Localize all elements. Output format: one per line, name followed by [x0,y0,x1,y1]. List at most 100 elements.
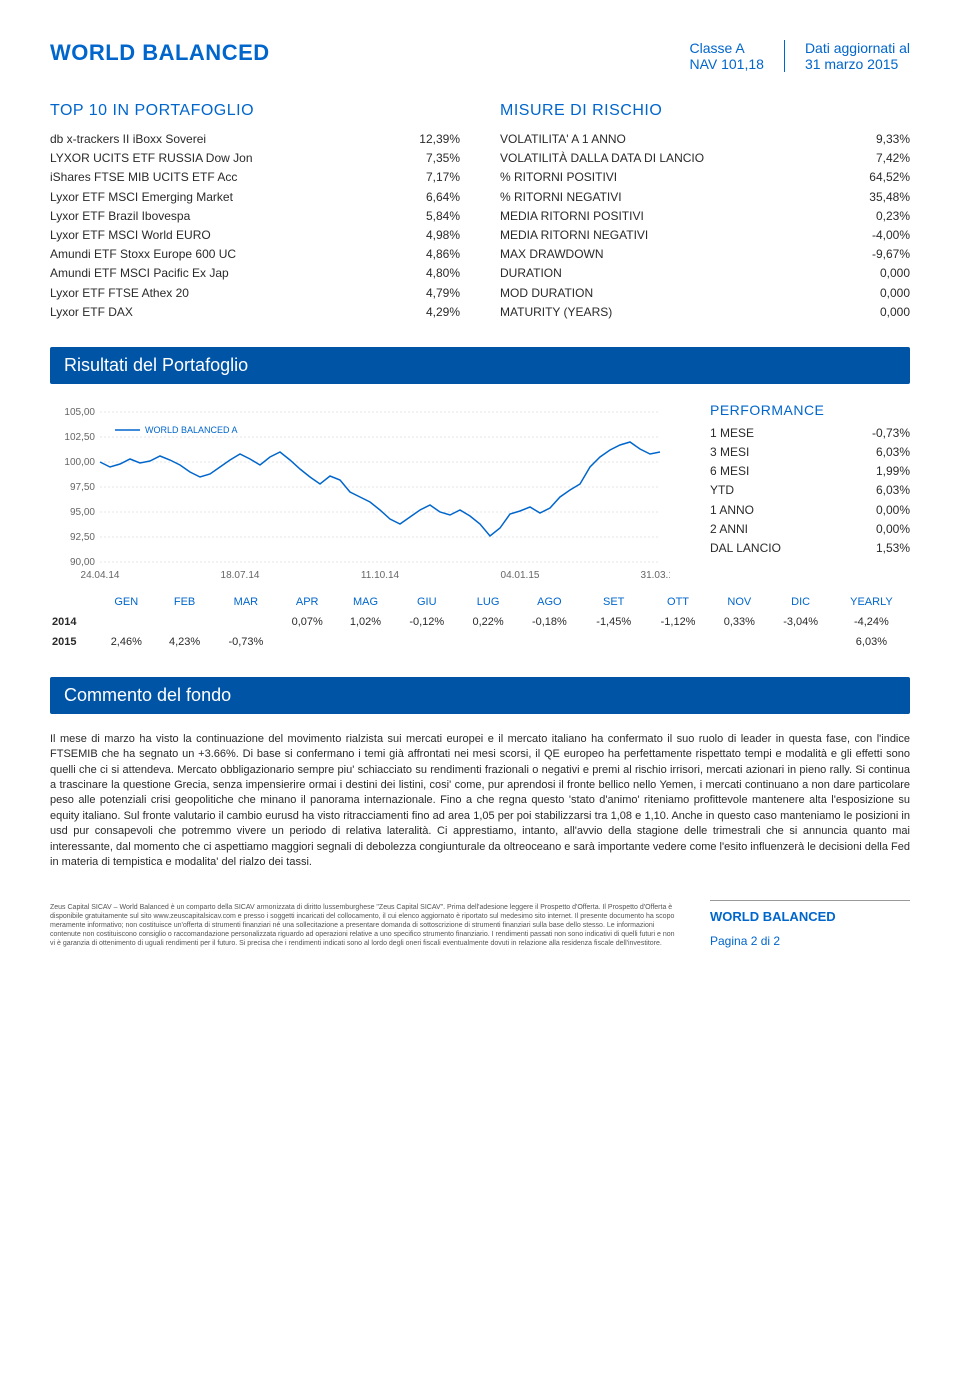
top10-value: 4,86% [426,245,460,264]
performance-value: 1,53% [876,539,910,558]
performance-name: YTD [710,481,734,500]
monthly-header: GIU [395,592,459,612]
chart-area: 105,00102,50100,0097,5095,0092,5090,0024… [50,402,680,582]
monthly-row: 20140,07%1,02%-0,12%0,22%-0,18%-1,45%-1,… [50,612,910,632]
svg-text:18.07.14: 18.07.14 [221,570,260,581]
monthly-cell [214,612,278,632]
rischio-row: MEDIA RITORNI POSITIVI0,23% [500,207,910,226]
rischio-value: 9,33% [876,130,910,149]
performance-title: PERFORMANCE [710,402,910,418]
disclaimer: Zeus Capital SICAV – World Balanced è un… [50,903,680,948]
performance-row: DAL LANCIO1,53% [710,539,910,558]
monthly-cell: 0,22% [459,612,517,632]
top10-row: Lyxor ETF Brazil Ibovespa5,84% [50,207,460,226]
monthly-cell: -1,45% [582,612,646,632]
top10-value: 4,29% [426,303,460,322]
monthly-header: SET [582,592,646,612]
monthly-header: LUG [459,592,517,612]
rischio-row: VOLATILITÀ DALLA DATA DI LANCIO7,42% [500,149,910,168]
rischio-name: VOLATILITA' A 1 ANNO [500,130,626,149]
top10-value: 4,98% [426,226,460,245]
rischio-name: MAX DRAWDOWN [500,245,604,264]
monthly-cell: -4,24% [833,612,910,632]
monthly-cell: 2,46% [97,632,155,652]
top10-name: Lyxor ETF MSCI Emerging Market [50,188,233,207]
monthly-header: NOV [710,592,768,612]
commento-banner: Commento del fondo [50,677,910,714]
rischio-row: MATURITY (YEARS)0,000 [500,303,910,322]
monthly-row: 20152,46%4,23%-0,73%6,03% [50,632,910,652]
top10-row: Lyxor ETF MSCI Emerging Market6,64% [50,188,460,207]
rischio-row: MEDIA RITORNI NEGATIVI -4,00% [500,226,910,245]
rischio-name: % RITORNI NEGATIVI [500,188,622,207]
footer-title: WORLD BALANCED [710,909,910,924]
monthly-cell [646,632,710,652]
top10-value: 7,35% [426,149,460,168]
monthly-cell: -1,12% [646,612,710,632]
performance-name: 3 MESI [710,443,749,462]
rischio-name: % RITORNI POSITIVI [500,168,617,187]
top10-row: Amundi ETF Stoxx Europe 600 UC 4,86% [50,245,460,264]
line-chart: 105,00102,50100,0097,5095,0092,5090,0024… [50,402,670,582]
performance-name: 1 ANNO [710,501,754,520]
rischio-row: MAX DRAWDOWN-9,67% [500,245,910,264]
monthly-cell: -0,12% [395,612,459,632]
performance-row: 6 MESI 1,99% [710,462,910,481]
performance-row: 3 MESI6,03% [710,443,910,462]
monthly-header: YEARLY [833,592,910,612]
monthly-cell [336,632,394,652]
top10-value: 7,17% [426,168,460,187]
monthly-cell: -0,18% [517,612,581,632]
top10-row: Lyxor ETF MSCI World EURO4,98% [50,226,460,245]
top10-name: db x-trackers II iBoxx Soverei [50,130,206,149]
rischio-value: -4,00% [872,226,910,245]
rischio-value: 0,000 [880,303,910,322]
performance-row: 1 ANNO0,00% [710,501,910,520]
top10-value: 5,84% [426,207,460,226]
top10-name: Lyxor ETF DAX [50,303,133,322]
performance-name: 2 ANNI [710,520,748,539]
header: WORLD BALANCED Classe A NAV 101,18 Dati … [50,40,910,72]
monthly-cell: 0,07% [278,612,336,632]
rischio-value: 0,23% [876,207,910,226]
svg-text:31.03.15: 31.03.15 [641,570,670,581]
monthly-cell [710,632,768,652]
svg-text:102,50: 102,50 [64,432,95,443]
svg-text:92,50: 92,50 [70,532,95,543]
rischio-name: MEDIA RITORNI NEGATIVI [500,226,648,245]
performance-value: 1,99% [876,462,910,481]
top10-row: Amundi ETF MSCI Pacific Ex Jap4,80% [50,264,460,283]
performance-row: 1 MESE -0,73% [710,424,910,443]
header-classe: Classe A NAV 101,18 [689,40,784,72]
rischio-row: MOD DURATION0,000 [500,284,910,303]
rischio-row: DURATION0,000 [500,264,910,283]
footer-box: WORLD BALANCED Pagina 2 di 2 [710,900,910,948]
top10-name: Amundi ETF Stoxx Europe 600 UC [50,245,236,264]
performance-name: 1 MESE [710,424,754,443]
monthly-cell [768,632,832,652]
header-date: Dati aggiornati al 31 marzo 2015 [805,40,910,72]
monthly-cell: 6,03% [833,632,910,652]
rischio-row: VOLATILITA' A 1 ANNO 9,33% [500,130,910,149]
rischio-value: 35,48% [869,188,910,207]
monthly-cell [459,632,517,652]
monthly-header: MAG [336,592,394,612]
risultati-banner: Risultati del Portafoglio [50,347,910,384]
performance-value: -0,73% [872,424,910,443]
monthly-year: 2014 [50,612,97,632]
monthly-header: MAR [214,592,278,612]
monthly-header: OTT [646,592,710,612]
commento-text: Il mese di marzo ha visto la continuazio… [50,732,910,871]
top10-section: TOP 10 IN PORTAFOGLIO db x-trackers II i… [50,102,460,322]
rischio-value: 64,52% [869,168,910,187]
monthly-cell: 0,33% [710,612,768,632]
page-title: WORLD BALANCED [50,40,689,66]
rischio-value: 0,000 [880,264,910,283]
monthly-header [50,592,97,612]
performance-name: 6 MESI [710,462,749,481]
update-label: Dati aggiornati al [805,40,910,56]
rischio-value: 7,42% [876,149,910,168]
monthly-cell [278,632,336,652]
performance-row: 2 ANNI0,00% [710,520,910,539]
top10-name: Lyxor ETF FTSE Athex 20 [50,284,189,303]
